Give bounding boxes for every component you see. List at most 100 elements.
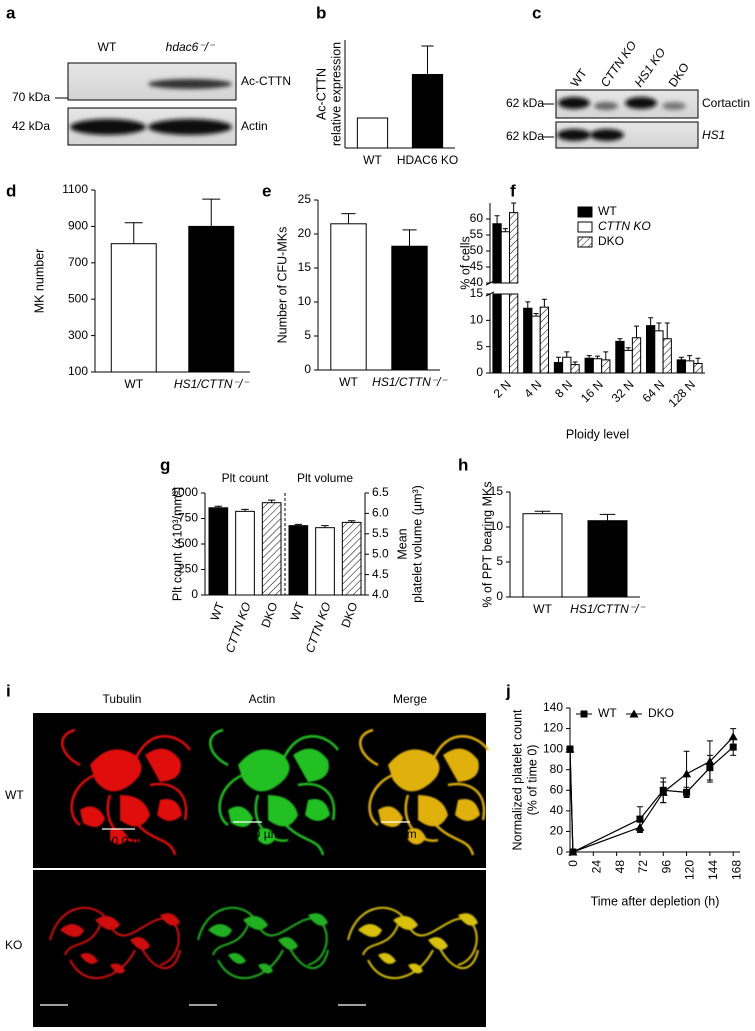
panel-label: e xyxy=(262,181,271,200)
panel-label: d xyxy=(6,181,16,200)
error-bar xyxy=(541,298,547,308)
bar xyxy=(562,356,572,374)
x-tick-label: 0 xyxy=(566,860,580,867)
panel-label: i xyxy=(6,681,11,700)
panel-label: b xyxy=(316,3,326,22)
marker-label: 62 kDa xyxy=(506,129,544,143)
y-tick-label: 6.5 xyxy=(372,485,389,499)
x-tick-label: 48 xyxy=(613,860,627,874)
y-tick-label: 10 xyxy=(470,313,484,327)
y-axis-label: Number of CFU-MKs xyxy=(275,227,289,344)
y-axis-label: % of cells xyxy=(458,236,472,290)
x-tick-label: 8 N xyxy=(552,377,575,400)
bar xyxy=(615,340,625,374)
bar xyxy=(411,74,444,149)
y-axis-label: Plt count (×10³/mm³) xyxy=(170,487,184,601)
x-tick-label: WT xyxy=(339,375,358,389)
bar xyxy=(623,349,633,374)
bar xyxy=(356,117,389,149)
error-bar xyxy=(648,317,654,326)
panel-label: g xyxy=(160,455,170,474)
y-tick-label: 1000 xyxy=(171,485,198,499)
column-label: Merge xyxy=(393,692,427,706)
column-label: Actin xyxy=(249,692,276,706)
bar xyxy=(553,361,564,374)
bar xyxy=(492,223,502,374)
y-tick-label: 0 xyxy=(556,844,563,858)
error-bar xyxy=(564,351,570,358)
bar xyxy=(592,358,603,374)
y-tick-label: 45 xyxy=(470,259,484,273)
error-bar xyxy=(421,45,434,75)
x-tick-label: 4 N xyxy=(521,377,544,400)
scale-bar-label: 10.0 µm xyxy=(373,827,417,841)
marker-label: 70 kDa xyxy=(12,90,50,104)
y-tick-label: 5 xyxy=(496,554,503,568)
x-tick-label: CTTN KO xyxy=(303,600,334,654)
y-tick-label: 4.0 xyxy=(372,587,389,601)
bar xyxy=(539,306,550,374)
error-bar xyxy=(502,228,508,232)
x-tick-label: WT xyxy=(124,377,143,391)
marker xyxy=(636,815,644,823)
y-axis-label: Normalized platelet count xyxy=(510,709,524,851)
y-tick-label: 0 xyxy=(191,587,198,601)
y-tick-label: 5 xyxy=(476,339,483,353)
lane-label: HS1 KO xyxy=(632,45,669,89)
error-bar xyxy=(603,351,609,360)
error-bar xyxy=(555,356,561,363)
bar xyxy=(693,363,703,374)
y-axis-label: Ac-CTTN xyxy=(314,68,328,120)
blot-a: WT hdac6⁻/⁻ Ac-CTTN Actin 70 kDa 42 kDa xyxy=(12,40,291,146)
x-tick-label: 168 xyxy=(729,860,743,880)
band xyxy=(557,129,591,141)
y-tick-label: 140 xyxy=(543,700,563,714)
bar xyxy=(654,330,664,374)
error-bar xyxy=(341,213,356,224)
y-tick-label: 55 xyxy=(470,227,484,241)
y-tick-label: 10 xyxy=(490,519,504,533)
scale-bar-label: 10.0 µm xyxy=(338,1010,382,1024)
y-axis-label: Mean xyxy=(395,528,409,559)
legend-label: WT xyxy=(598,204,617,218)
x-tick-label: 24 xyxy=(589,860,603,874)
y-axis-label: MK number xyxy=(32,249,46,314)
x-tick-label: HS1/CTTN⁻/⁻ xyxy=(570,602,646,616)
y-tick-label: 1100 xyxy=(62,182,88,196)
x-axis-label: Time after depletion (h) xyxy=(591,894,720,908)
y-tick-label: 15 xyxy=(490,484,504,498)
error-bar xyxy=(402,229,417,247)
y-tick-label: 5 xyxy=(304,328,311,342)
y-tick-label: 40 xyxy=(470,275,484,289)
panel-label: c xyxy=(532,3,541,22)
error-bar xyxy=(202,198,221,227)
x-tick-label: 64 N xyxy=(639,377,667,405)
y-axis-label: platelet volume (µm³) xyxy=(410,485,424,603)
y-tick-label: 6.0 xyxy=(372,506,389,520)
blot-c: WT CTTN KO HS1 KO DKO Cortactin HS1 62 k… xyxy=(506,38,750,149)
y-tick-label: 5.0 xyxy=(372,546,389,560)
line xyxy=(569,736,734,853)
error-bar xyxy=(124,222,143,244)
x-tick-label: 72 xyxy=(636,860,650,874)
scale-bar-label: 10.0 µm xyxy=(40,1010,84,1024)
marker-label: 62 kDa xyxy=(506,96,544,110)
legend-swatch xyxy=(577,206,593,218)
x-tick-label: 96 xyxy=(659,860,673,874)
band xyxy=(148,79,232,89)
marker xyxy=(658,787,668,796)
band-label: Ac-CTTN xyxy=(241,74,291,88)
row-label: WT xyxy=(5,788,24,802)
x-tick-label: 144 xyxy=(706,860,720,880)
y-tick-label: 250 xyxy=(178,562,198,576)
bar xyxy=(330,223,367,371)
y-tick-label: 750 xyxy=(178,511,198,525)
bar xyxy=(188,225,235,373)
bar xyxy=(235,510,255,596)
annotation: Plt count xyxy=(222,471,269,485)
bar xyxy=(110,243,157,373)
bar xyxy=(570,364,580,374)
y-tick-label: 500 xyxy=(68,291,88,305)
error-bar xyxy=(664,322,670,339)
